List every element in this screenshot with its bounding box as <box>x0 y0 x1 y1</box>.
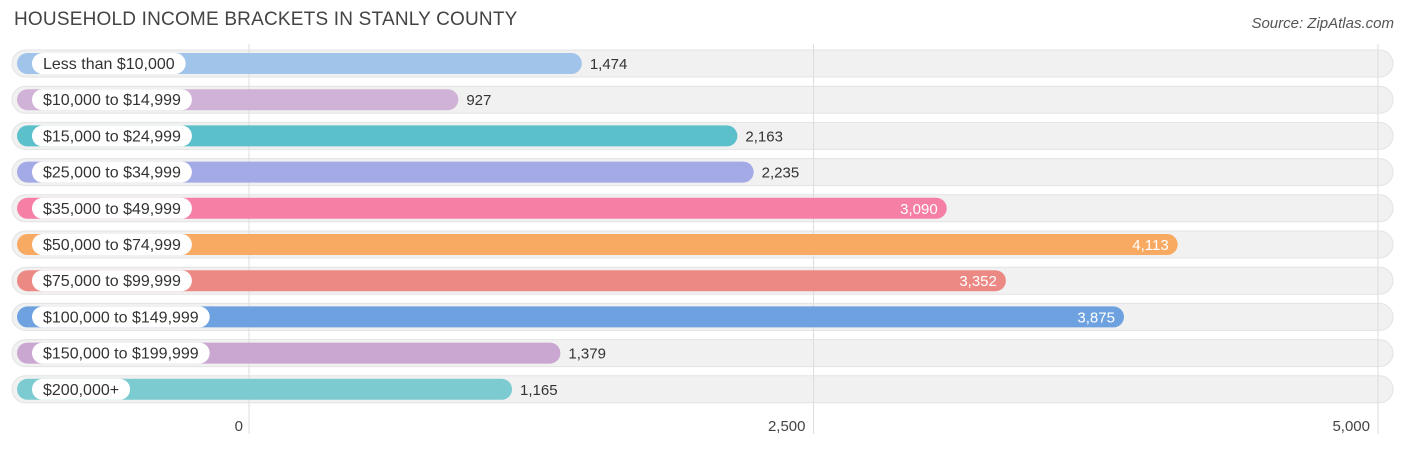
category-label: Less than $10,000 <box>43 56 175 73</box>
category-pill <box>32 270 192 292</box>
x-tick-label: 2,500 <box>768 418 806 435</box>
category-pill <box>32 197 192 219</box>
category-pill <box>32 161 192 183</box>
category-label: $75,000 to $99,999 <box>43 273 181 290</box>
x-tick-label: 0 <box>235 418 243 435</box>
category-pill <box>32 125 192 147</box>
bar <box>17 378 513 400</box>
bar <box>17 197 947 219</box>
value-label: 3,875 <box>1077 309 1115 326</box>
chart-source: Source: ZipAtlas.com <box>1251 15 1394 32</box>
value-label: 927 <box>466 92 491 109</box>
category-label: $200,000+ <box>43 382 119 399</box>
category-label: $15,000 to $24,999 <box>43 128 181 145</box>
value-label: 1,379 <box>568 346 606 363</box>
category-label: $25,000 to $34,999 <box>43 165 181 182</box>
value-label: 4,113 <box>1132 237 1168 254</box>
category-pill <box>32 306 210 328</box>
category-label: $10,000 to $14,999 <box>43 92 181 109</box>
x-tick-label: 5,000 <box>1332 418 1370 435</box>
value-label: 1,474 <box>590 56 628 73</box>
category-label: $35,000 to $49,999 <box>43 201 181 218</box>
category-pill <box>32 342 210 364</box>
category-pill <box>32 378 131 400</box>
value-label: 1,165 <box>520 382 558 399</box>
category-pill <box>32 234 192 255</box>
bar <box>17 125 738 147</box>
value-label: 3,090 <box>900 201 938 218</box>
bar <box>17 270 1006 292</box>
bar <box>17 234 1178 255</box>
category-label: $50,000 to $74,999 <box>43 237 181 254</box>
category-label: $150,000 to $199,999 <box>43 346 199 363</box>
bar <box>17 161 754 183</box>
chart-title: HOUSEHOLD INCOME BRACKETS IN STANLY COUN… <box>14 9 518 30</box>
value-label: 2,235 <box>762 165 800 182</box>
category-pill <box>32 89 192 111</box>
bar <box>17 306 1124 328</box>
category-pill <box>32 53 186 74</box>
category-label: $100,000 to $149,999 <box>43 309 199 326</box>
value-label: 2,163 <box>745 128 783 145</box>
value-label: 3,352 <box>959 273 997 290</box>
